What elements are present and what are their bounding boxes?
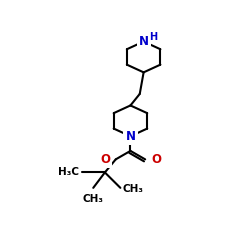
Text: H₃C: H₃C — [58, 168, 79, 177]
Text: N: N — [126, 130, 136, 143]
Text: O: O — [152, 153, 162, 166]
Text: CH₃: CH₃ — [123, 184, 144, 194]
Text: O: O — [100, 153, 110, 166]
Text: CH₃: CH₃ — [83, 194, 104, 204]
Text: N: N — [138, 35, 148, 48]
Text: H: H — [149, 32, 157, 42]
